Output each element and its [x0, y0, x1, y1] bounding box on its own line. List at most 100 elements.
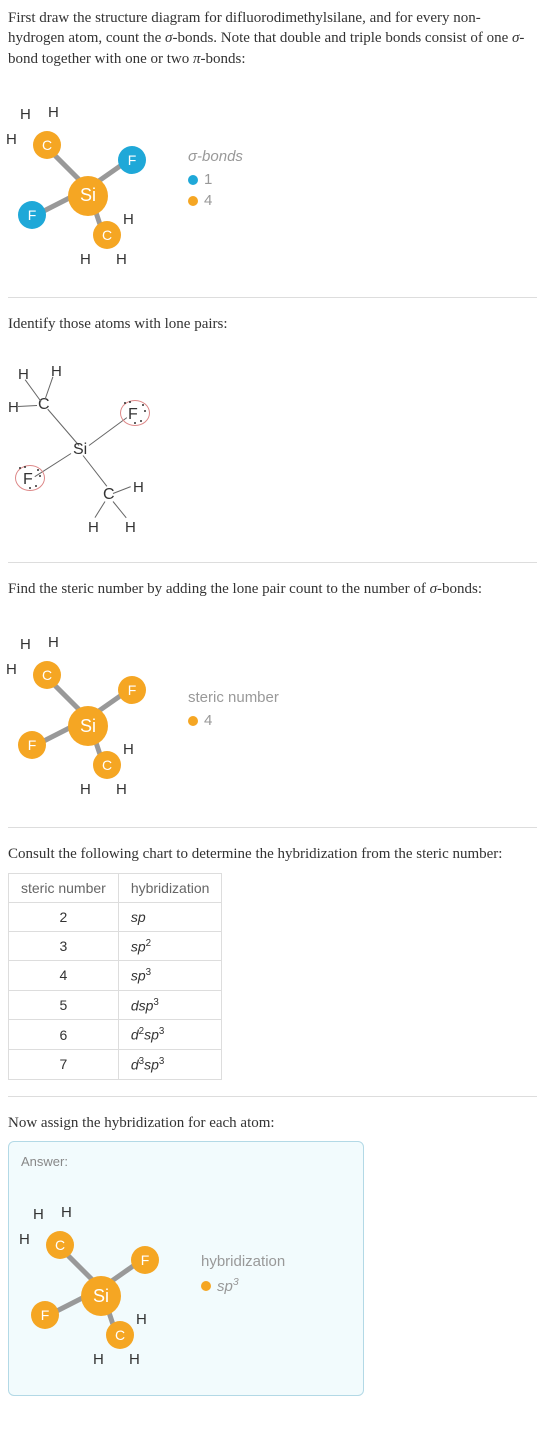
diagram-3-row: SiCCFFHHHHHH steric number 4: [8, 611, 537, 811]
h-label: H: [48, 104, 59, 121]
answer-legend-label: sp3: [217, 1276, 239, 1295]
bond: [113, 501, 127, 518]
h-label: H: [88, 519, 99, 536]
lone-pair-dot: [35, 485, 37, 487]
answer-label: Answer:: [21, 1154, 351, 1169]
si-atom: Si: [68, 706, 108, 746]
separator: [8, 1096, 537, 1097]
intro-text-4: -bonds:: [200, 51, 245, 67]
step2-text: Identify those atoms with lone pairs:: [8, 314, 537, 334]
steric-number-legend: steric number 4: [188, 689, 279, 733]
step3-text-1: Find the steric number by adding the lon…: [8, 581, 430, 597]
h-label: H: [20, 106, 31, 123]
legend-item: 4: [188, 192, 243, 209]
h-label: H: [116, 251, 127, 268]
lone-pairs-diagram: SiCCFFHHHHHH: [8, 346, 178, 546]
sigma-bonds-legend: σ-bonds 14: [188, 148, 243, 213]
table-cell: dsp3: [118, 990, 222, 1020]
table-row: 2sp: [9, 902, 222, 931]
legend-value: 4: [204, 712, 212, 729]
f-atom: F: [118, 676, 146, 704]
h-label: H: [123, 741, 134, 758]
c-atom: C: [93, 751, 121, 779]
f-atom: F: [18, 201, 46, 229]
h-label: H: [123, 211, 134, 228]
legend-value: 4: [204, 192, 212, 209]
table-row: 6d2sp3: [9, 1020, 222, 1050]
step3-paragraph: Find the steric number by adding the lon…: [8, 579, 537, 599]
table-cell: 2: [9, 902, 119, 931]
answer-legend-title: hybridization: [201, 1253, 285, 1270]
h-label: H: [116, 781, 127, 798]
table-cell: 6: [9, 1020, 119, 1050]
table-header: hybridization: [118, 873, 222, 902]
bond: [95, 501, 106, 518]
h-label: H: [19, 1231, 30, 1248]
table-cell: sp3: [118, 961, 222, 991]
lone-pair-dot: [24, 466, 26, 468]
legend-item: 4: [188, 712, 279, 729]
legend-value: 1: [204, 171, 212, 188]
h-label: H: [80, 251, 91, 268]
lone-pair-dot: [144, 410, 146, 412]
h-label: H: [20, 636, 31, 653]
table-row: 3sp2: [9, 931, 222, 961]
table-cell: d2sp3: [118, 1020, 222, 1050]
c-atom: C: [33, 131, 61, 159]
diagram-1-row: SiCCFFHHHHHH σ-bonds 14: [8, 81, 537, 281]
separator: [8, 297, 537, 298]
c-atom: C: [46, 1231, 74, 1259]
intro-text-2: -bonds. Note that double and triple bond…: [172, 30, 512, 46]
lone-pair-dot: [142, 404, 144, 406]
legend-title: steric number: [188, 689, 279, 706]
hybridization-table: steric numberhybridization 2sp3sp24sp35d…: [8, 873, 222, 1080]
table-cell: sp2: [118, 931, 222, 961]
answer-diagram-row: SiCCFFHHHHHH hybridization sp3: [21, 1181, 351, 1371]
h-label: H: [48, 634, 59, 651]
h-label: H: [61, 1204, 72, 1221]
table-cell: d3sp3: [118, 1050, 222, 1080]
lone-pair-dot: [39, 475, 41, 477]
step5-text: Now assign the hybridization for each at…: [8, 1113, 537, 1133]
legend-dot: [188, 175, 198, 185]
answer-diagram: SiCCFFHHHHHH: [21, 1181, 181, 1371]
bond: [83, 455, 108, 487]
h-label: H: [33, 1206, 44, 1223]
h-label: H: [93, 1351, 104, 1368]
h-label: H: [18, 366, 29, 383]
answer-legend: hybridization sp3: [201, 1253, 285, 1299]
bond: [89, 417, 128, 446]
lone-pair-dot: [129, 401, 131, 403]
f-atom: F: [128, 406, 138, 424]
h-label: H: [6, 661, 17, 678]
f-atom: F: [23, 471, 33, 489]
h-label: H: [80, 781, 91, 798]
table-cell: 7: [9, 1050, 119, 1080]
h-label: H: [125, 519, 136, 536]
si-atom: Si: [81, 1276, 121, 1316]
table-row: 5dsp3: [9, 990, 222, 1020]
h-label: H: [136, 1311, 147, 1328]
table-cell: sp: [118, 902, 222, 931]
f-atom: F: [31, 1301, 59, 1329]
lone-pair-dot: [140, 420, 142, 422]
table-cell: 5: [9, 990, 119, 1020]
table-row: 4sp3: [9, 961, 222, 991]
f-atom: F: [18, 731, 46, 759]
table-cell: 4: [9, 961, 119, 991]
c-atom: C: [93, 221, 121, 249]
answer-box: Answer: SiCCFFHHHHHH hybridization sp3: [8, 1141, 364, 1396]
table-cell: 3: [9, 931, 119, 961]
bond: [18, 405, 37, 407]
legend-dot: [201, 1281, 211, 1291]
legend-dot: [188, 196, 198, 206]
h-label: H: [129, 1351, 140, 1368]
table-header: steric number: [9, 873, 119, 902]
h-label: H: [8, 399, 19, 416]
lone-pair-dot: [124, 402, 126, 404]
table-row: 7d3sp3: [9, 1050, 222, 1080]
sigma-3: σ: [430, 581, 437, 597]
separator: [8, 827, 537, 828]
f-atom: F: [118, 146, 146, 174]
step3-text-2: -bonds:: [437, 581, 482, 597]
